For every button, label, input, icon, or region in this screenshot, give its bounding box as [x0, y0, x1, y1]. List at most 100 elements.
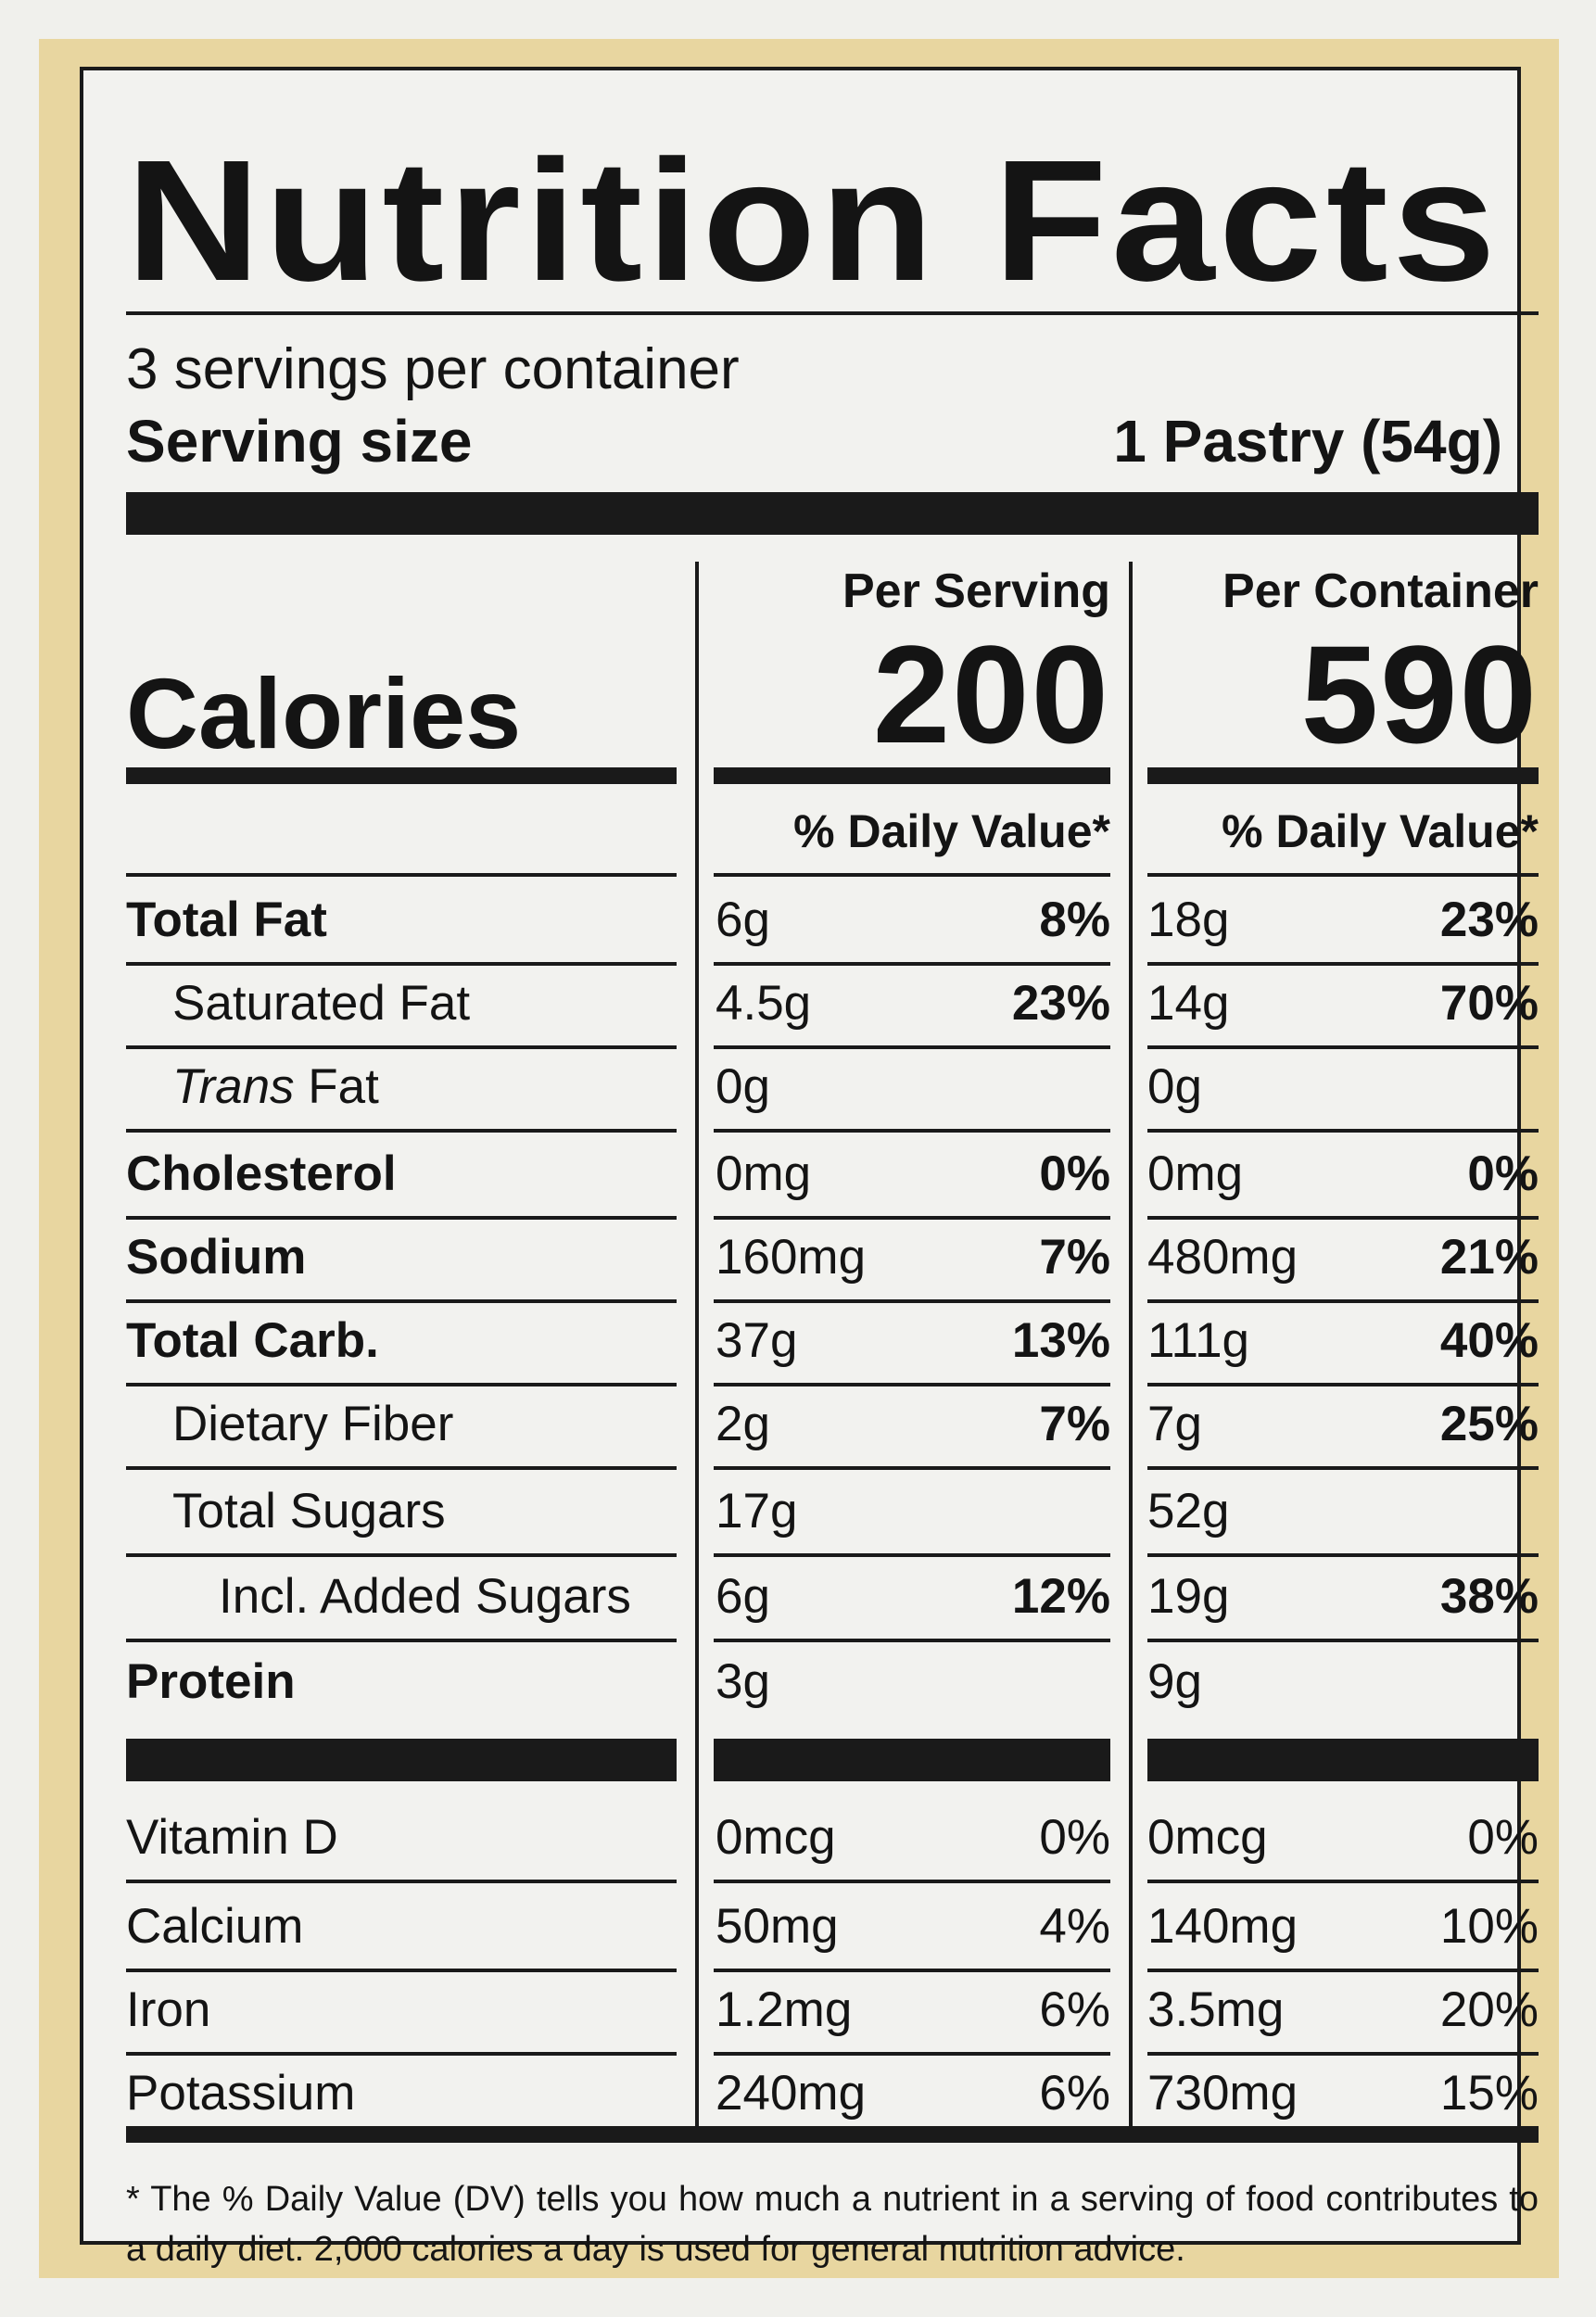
label-title: Nutrition Facts	[126, 125, 1501, 317]
row-divider	[714, 1466, 1110, 1470]
nutrient-name: Trans Fat	[172, 1062, 379, 1111]
package-background: Nutrition Facts 3 servings per container…	[39, 39, 1559, 2278]
row-divider	[714, 1553, 1110, 1557]
serving-amount: 6g	[716, 1569, 770, 1624]
container-daily-value: 25%	[1439, 1397, 1539, 1451]
row-divider	[126, 1299, 677, 1303]
container-daily-value: 40%	[1439, 1313, 1539, 1368]
calories-bar-1	[126, 767, 677, 784]
serving-size-label: Serving size	[126, 408, 473, 475]
servings-per-container: 3 servings per container	[126, 337, 740, 401]
calories-bar-3	[1147, 767, 1539, 784]
row-divider	[714, 1129, 1110, 1133]
container-amount: 0g	[1147, 1059, 1202, 1114]
container-amount: 52g	[1147, 1484, 1230, 1538]
serving-daily-value: 8%	[1039, 893, 1110, 947]
serving-amount: 37g	[716, 1313, 798, 1368]
row-divider	[714, 1880, 1110, 1883]
serving-amount: 50mg	[716, 1899, 839, 1954]
row-divider	[714, 1299, 1110, 1303]
container-amount: 14g	[1147, 976, 1230, 1031]
container-daily-value: 0%	[1467, 1810, 1539, 1865]
nutrition-facts-label: Nutrition Facts 3 servings per container…	[80, 67, 1539, 2269]
row-divider	[714, 1639, 1110, 1642]
serving-daily-value: 13%	[1011, 1313, 1110, 1368]
container-amount: 140mg	[1147, 1899, 1298, 1954]
serving-amount: 0g	[716, 1059, 770, 1114]
nutrient-name: Total Fat	[126, 893, 327, 947]
row-divider	[126, 962, 677, 966]
vitamin-name: Vitamin D	[126, 1810, 338, 1865]
container-daily-value: 20%	[1439, 1982, 1539, 2037]
row-divider	[126, 1553, 677, 1557]
container-amount: 7g	[1147, 1397, 1202, 1451]
serving-amount: 0mcg	[716, 1810, 836, 1865]
nutrient-name: Sodium	[126, 1230, 307, 1285]
row-divider	[126, 1969, 677, 1972]
row-divider	[714, 873, 1110, 877]
calories-bar-2	[714, 767, 1110, 784]
serving-daily-value: 23%	[1011, 976, 1110, 1031]
dv-heading-container: % Daily Value*	[1222, 805, 1539, 857]
serving-amount: 240mg	[716, 2066, 867, 2121]
row-divider	[1147, 1216, 1539, 1220]
serving-amount: 6g	[716, 893, 770, 947]
container-daily-value: 21%	[1439, 1230, 1539, 1285]
row-divider	[1147, 873, 1539, 877]
row-divider	[714, 1045, 1110, 1049]
serving-daily-value: 6%	[1039, 1982, 1110, 2037]
serving-daily-value: 4%	[1039, 1899, 1110, 1954]
container-amount: 0mg	[1147, 1146, 1244, 1201]
serving-daily-value: 6%	[1039, 2066, 1110, 2121]
row-divider	[126, 1383, 677, 1386]
title-divider	[126, 311, 1539, 315]
nutrient-rows: Total Fat 6g 8% 18g 23% Saturated Fat 4.5g 23% 1…	[83, 70, 1539, 2241]
nutrient-name: Cholesterol	[126, 1146, 397, 1201]
serving-daily-value: 7%	[1039, 1230, 1110, 1285]
container-daily-value: 23%	[1439, 893, 1539, 947]
footnote-bar	[126, 2126, 1539, 2143]
nutrient-name: Saturated Fat	[172, 976, 471, 1031]
row-divider	[1147, 962, 1539, 966]
row-divider	[714, 1216, 1110, 1220]
row-divider	[1147, 1466, 1539, 1470]
container-amount: 18g	[1147, 893, 1230, 947]
serving-daily-value: 0%	[1039, 1146, 1110, 1201]
nutrient-name-italic: Trans	[172, 1059, 295, 1114]
serving-size-value: 1 Pastry (54g)	[1113, 408, 1502, 475]
nutrient-name: Incl. Added Sugars	[219, 1569, 631, 1624]
container-amount: 111g	[1147, 1313, 1250, 1368]
container-amount: 730mg	[1147, 2066, 1298, 2121]
section-bar	[714, 1739, 1110, 1781]
serving-amount: 0mg	[716, 1146, 812, 1201]
column-divider-2	[1129, 562, 1133, 2137]
column-divider-1	[695, 562, 699, 2137]
row-divider	[126, 873, 677, 877]
dv-heading-serving: % Daily Value*	[793, 805, 1110, 857]
row-divider	[714, 1383, 1110, 1386]
serving-amount: 160mg	[716, 1230, 867, 1285]
container-daily-value: 10%	[1439, 1899, 1539, 1954]
vitamin-name: Iron	[126, 1982, 211, 2037]
serving-daily-value: 7%	[1039, 1397, 1110, 1451]
serving-amount: 17g	[716, 1484, 798, 1538]
serving-amount: 2g	[716, 1397, 770, 1451]
row-divider	[714, 1969, 1110, 1972]
calories-per-container: 590	[1300, 616, 1539, 772]
calories-per-serving: 200	[872, 616, 1110, 772]
row-divider	[1147, 1969, 1539, 1972]
row-divider	[714, 2052, 1110, 2056]
row-divider	[1147, 2052, 1539, 2056]
nutrient-name: Dietary Fiber	[172, 1397, 454, 1451]
row-divider	[126, 1639, 677, 1642]
row-divider	[1147, 1129, 1539, 1133]
row-divider	[1147, 1045, 1539, 1049]
serving-amount: 3g	[716, 1654, 770, 1709]
row-divider	[126, 1216, 677, 1220]
row-divider	[126, 1466, 677, 1470]
serving-amount: 1.2mg	[716, 1982, 853, 2037]
per-container-heading: Per Container	[1222, 564, 1539, 618]
row-divider	[1147, 1639, 1539, 1642]
container-amount: 3.5mg	[1147, 1982, 1285, 2037]
row-divider	[1147, 1553, 1539, 1557]
